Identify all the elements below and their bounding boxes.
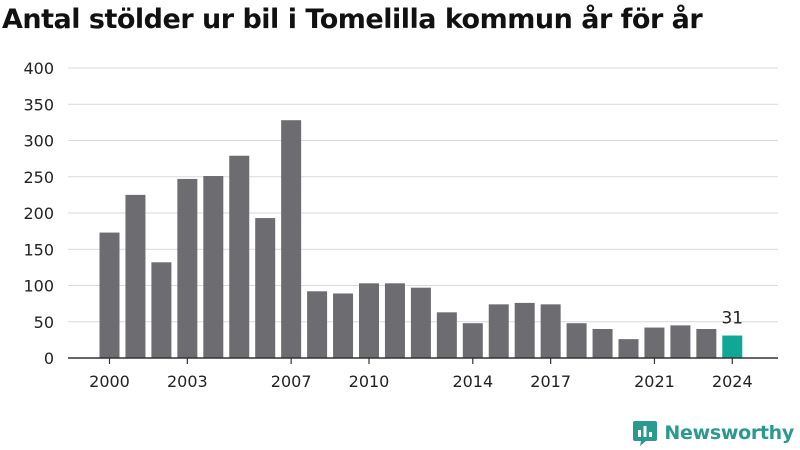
x-tick-label: 2017 xyxy=(530,372,571,391)
x-tick-label: 2010 xyxy=(349,372,390,391)
bar-2004 xyxy=(203,176,224,358)
bar-2014 xyxy=(462,323,483,358)
y-tick-label: 350 xyxy=(23,95,54,114)
bar-2020 xyxy=(618,339,639,358)
annotations: 31 xyxy=(721,309,743,329)
bar-2018 xyxy=(566,323,587,358)
grid-lines xyxy=(68,67,778,323)
bar-2019 xyxy=(592,329,613,358)
bar-2005 xyxy=(229,155,250,358)
bar-2008 xyxy=(307,291,328,358)
newsworthy-logo-icon xyxy=(633,421,658,446)
x-tick-label: 2024 xyxy=(712,372,753,391)
y-tick-label: 400 xyxy=(23,59,54,78)
bars xyxy=(99,120,743,358)
brand-name: Newsworthy xyxy=(664,422,794,444)
brand-logo: Newsworthy xyxy=(632,419,794,447)
bar-2023 xyxy=(696,329,717,358)
bar-2001 xyxy=(125,194,146,358)
x-tick-label: 2021 xyxy=(634,372,675,391)
x-tick-label: 2007 xyxy=(271,372,312,391)
y-axis-tick-labels: 0 50 100 150 200 250 300 350 400 xyxy=(23,59,54,368)
x-axis-tick-labels: 2000 2003 2007 2010 2014 2017 2021 2024 xyxy=(89,358,753,391)
bar-2007 xyxy=(281,120,302,358)
y-tick-label: 50 xyxy=(34,313,54,332)
bar-2013 xyxy=(436,312,457,358)
bar-2012 xyxy=(410,287,431,358)
bar-2016 xyxy=(514,302,535,358)
y-tick-label: 250 xyxy=(23,168,54,187)
y-tick-label: 0 xyxy=(44,349,54,368)
data-label: 31 xyxy=(721,309,743,329)
bar-2003 xyxy=(177,178,198,358)
x-tick-label: 2003 xyxy=(167,372,208,391)
bar-2015 xyxy=(488,304,509,358)
bar-2000 xyxy=(99,232,120,358)
bar-2022 xyxy=(670,325,691,358)
bar-2009 xyxy=(333,293,354,358)
bar-2024 xyxy=(722,335,743,358)
x-tick-label: 2014 xyxy=(452,372,493,391)
bar-2017 xyxy=(540,304,561,358)
bar-2002 xyxy=(151,262,172,358)
chart-title: Antal stölder ur bil i Tomelilla kommun … xyxy=(2,4,703,35)
bar-2006 xyxy=(255,218,276,358)
bar-2021 xyxy=(644,327,665,358)
y-tick-label: 300 xyxy=(23,132,54,151)
x-tick-label: 2000 xyxy=(89,372,130,391)
bar-2011 xyxy=(384,283,405,358)
y-tick-label: 200 xyxy=(23,204,54,223)
y-tick-label: 150 xyxy=(23,240,54,259)
y-tick-label: 100 xyxy=(23,277,54,296)
bar-2010 xyxy=(359,283,379,358)
